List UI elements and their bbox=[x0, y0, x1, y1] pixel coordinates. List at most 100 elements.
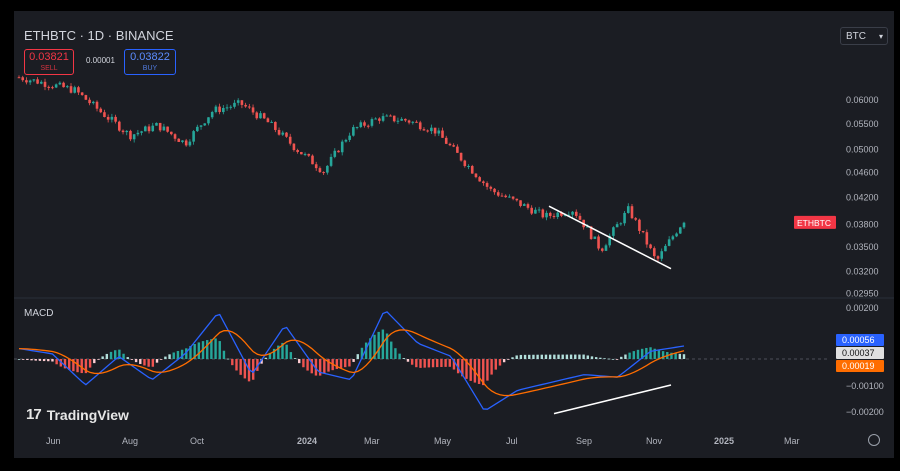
candle-body bbox=[355, 127, 359, 129]
macd-histogram-bar bbox=[164, 356, 167, 359]
macd-histogram-bar bbox=[582, 354, 585, 359]
candle-body bbox=[270, 121, 273, 123]
macd-histogram-bar bbox=[26, 359, 29, 360]
candle-body bbox=[626, 206, 630, 213]
macd-histogram-bar bbox=[515, 355, 518, 359]
candle-body bbox=[430, 127, 433, 132]
candle-body bbox=[515, 198, 519, 201]
macd-histogram-bar bbox=[260, 359, 263, 364]
candle-body bbox=[359, 122, 363, 128]
candle-body bbox=[99, 108, 103, 113]
candle-body bbox=[244, 104, 247, 107]
chart-frame[interactable]: 0.06000 0.05500 0.05000 0.04600 0.04200 0.038… bbox=[14, 11, 894, 458]
macd-histogram-bar bbox=[335, 359, 339, 369]
macd-histogram-bar bbox=[134, 359, 138, 363]
macd-line bbox=[18, 311, 685, 410]
candle-body bbox=[203, 123, 207, 126]
macd-histogram-bar bbox=[603, 358, 606, 360]
candle-body bbox=[448, 143, 452, 146]
candle-body bbox=[378, 118, 381, 121]
candle-body bbox=[545, 212, 548, 218]
macd-axis-tick: −0.00100 bbox=[846, 381, 884, 391]
macd-histogram-bar bbox=[657, 350, 661, 359]
candle-body bbox=[121, 130, 125, 133]
candle-body bbox=[634, 218, 638, 220]
macd-histogram-bar bbox=[360, 347, 364, 359]
buy-button[interactable]: 0.03822 BUY bbox=[124, 49, 176, 75]
candle-body bbox=[274, 121, 277, 130]
signal-value-badge-text: 0.00037 bbox=[842, 348, 875, 358]
macd-histogram-bar bbox=[482, 359, 485, 386]
candle-body bbox=[508, 196, 511, 198]
macd-histogram-bar bbox=[63, 359, 67, 369]
macd-histogram-bar bbox=[390, 341, 393, 359]
candle-body bbox=[467, 166, 470, 168]
candle-body bbox=[511, 196, 515, 199]
macd-histogram-bar bbox=[674, 353, 677, 359]
candle-body bbox=[251, 107, 255, 113]
candle-body bbox=[485, 183, 489, 187]
tradingview-logo[interactable]: 17 TradingView bbox=[26, 406, 129, 423]
chart-canvas[interactable]: 0.06000 0.05500 0.05000 0.04600 0.04200 0.038… bbox=[14, 11, 894, 458]
candle-body bbox=[404, 118, 407, 121]
macd-histogram-bar bbox=[415, 359, 418, 368]
candle-body bbox=[166, 126, 169, 132]
candle-body bbox=[600, 248, 604, 251]
currency-dropdown[interactable]: BTC ▾ bbox=[840, 27, 888, 45]
candle-body bbox=[184, 140, 188, 146]
macd-histogram-bar bbox=[574, 354, 577, 359]
candle-body bbox=[292, 143, 296, 151]
time-axis-tick: Jun bbox=[46, 436, 61, 446]
macd-histogram-bar bbox=[218, 341, 221, 359]
macd-histogram-bar bbox=[519, 354, 523, 359]
macd-histogram-bar bbox=[226, 358, 230, 360]
candle-body bbox=[110, 116, 114, 120]
candle-body bbox=[103, 112, 106, 117]
candle-body bbox=[51, 87, 54, 89]
macd-histogram-bar bbox=[51, 359, 54, 362]
candle-body bbox=[307, 153, 311, 156]
macd-histogram-bar bbox=[268, 352, 272, 359]
candle-body bbox=[207, 117, 210, 124]
candle-body bbox=[433, 127, 437, 134]
candle-body bbox=[170, 131, 173, 135]
candle-body bbox=[623, 212, 626, 224]
macd-histogram-bar bbox=[42, 359, 46, 362]
candle-body bbox=[474, 173, 478, 178]
macd-axis-tick: −0.00200 bbox=[846, 407, 884, 417]
macd-histogram-bar bbox=[113, 350, 117, 359]
candle-body bbox=[262, 113, 266, 119]
time-axis-tick: May bbox=[434, 436, 452, 446]
macd-histogram-bar bbox=[344, 359, 347, 368]
macd-histogram-bar bbox=[147, 359, 150, 367]
candle-body bbox=[28, 80, 32, 83]
candle-body bbox=[660, 251, 664, 259]
candle-body bbox=[385, 115, 389, 117]
macd-histogram-bar bbox=[532, 354, 535, 359]
macd-histogram-bar bbox=[67, 359, 71, 370]
candle-body bbox=[437, 130, 441, 134]
macd-histogram-bar bbox=[93, 359, 96, 364]
price-axis-tick: 0.03500 bbox=[846, 242, 879, 252]
candle-body bbox=[54, 84, 58, 88]
macd-histogram-bar bbox=[436, 359, 439, 368]
candle-body bbox=[641, 230, 645, 233]
candle-body bbox=[136, 132, 140, 135]
macd-histogram-bar bbox=[590, 356, 594, 359]
macd-histogram-bar bbox=[193, 344, 196, 359]
candle-body bbox=[188, 141, 192, 146]
macd-histogram-bar bbox=[30, 359, 33, 361]
candle-body bbox=[199, 125, 203, 127]
candle-body bbox=[329, 156, 333, 166]
settings-icon[interactable] bbox=[868, 434, 880, 446]
sell-button[interactable]: 0.03821 SELL bbox=[24, 49, 74, 75]
candle-body bbox=[541, 209, 545, 218]
candle-body bbox=[88, 99, 91, 104]
candle-body bbox=[400, 118, 403, 121]
macd-histogram-bar bbox=[599, 357, 602, 359]
candle-body bbox=[534, 209, 537, 214]
candle-body bbox=[667, 239, 671, 246]
candle-body bbox=[656, 256, 660, 259]
macd-histogram-bar bbox=[139, 359, 142, 364]
candle-body bbox=[303, 153, 307, 155]
